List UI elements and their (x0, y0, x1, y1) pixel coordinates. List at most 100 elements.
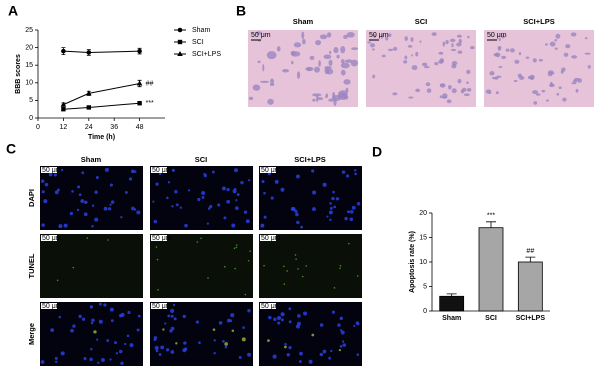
nucleus (94, 217, 99, 222)
nucleus (86, 237, 89, 239)
nucleus (345, 174, 350, 178)
nucleus (267, 339, 270, 342)
nucleus (344, 216, 348, 221)
bar (517, 261, 543, 312)
cell (317, 97, 324, 101)
y-tick-label: 10 (419, 259, 427, 266)
nucleus (353, 324, 356, 327)
scale-box (151, 303, 167, 309)
column-title: SCI+LPS (523, 17, 554, 26)
nucleus (224, 342, 228, 346)
cell (266, 51, 277, 60)
cell (445, 40, 449, 45)
nucleus (328, 356, 332, 360)
nucleus (329, 206, 333, 210)
nucleus (120, 216, 123, 219)
nucleus (129, 343, 134, 348)
nucleus (354, 172, 358, 176)
x-tick-label: SCI (485, 315, 497, 322)
nucleus (333, 287, 336, 289)
nucleus (101, 358, 105, 362)
nucleus (196, 241, 199, 243)
nucleus (90, 348, 93, 351)
cell (343, 34, 348, 39)
nucleus (83, 212, 88, 217)
nucleus (60, 168, 64, 172)
cell (387, 48, 394, 52)
error-bar (525, 256, 536, 262)
nucleus (230, 313, 235, 318)
cell (554, 38, 558, 42)
nucleus (155, 182, 159, 186)
nucleus (158, 172, 162, 176)
cell (296, 71, 301, 79)
nucleus (89, 306, 93, 309)
error-bar (446, 293, 457, 297)
nucleus (201, 195, 205, 199)
scale-label: 50 μm (487, 32, 507, 39)
cell (255, 31, 263, 35)
nucleus (167, 181, 171, 184)
scale-box (260, 235, 276, 241)
nucleus (91, 204, 95, 207)
nucleus (234, 168, 238, 173)
cell (584, 52, 591, 55)
scale-box (41, 235, 57, 241)
cell (498, 37, 501, 42)
scale-label: 50 μm (152, 167, 172, 174)
panel-label: A (8, 3, 18, 19)
nucleus (84, 200, 88, 205)
cell (276, 46, 281, 52)
cell (525, 56, 530, 59)
cell (545, 99, 550, 102)
nucleus (110, 319, 114, 323)
nucleus (341, 170, 346, 174)
nucleus (95, 175, 99, 180)
cell (466, 81, 469, 84)
nucleus (83, 357, 87, 361)
cell (325, 68, 334, 75)
nucleus (198, 341, 201, 345)
nucleus (153, 219, 158, 224)
nucleus (197, 197, 201, 202)
nucleus (311, 169, 315, 173)
nucleus (312, 190, 317, 195)
cell (555, 33, 561, 39)
nucleus (164, 322, 167, 325)
nucleus (303, 311, 308, 316)
nucleus (288, 307, 292, 311)
fluorescence-image (40, 234, 143, 298)
nucleus (162, 328, 165, 331)
cell (315, 39, 322, 46)
marker (136, 80, 143, 86)
nucleus (226, 318, 231, 323)
nucleus (104, 167, 109, 172)
nucleus (329, 202, 332, 205)
nucleus (40, 360, 45, 364)
nucleus (331, 310, 336, 314)
cell (565, 44, 571, 49)
error-bar (486, 221, 496, 228)
nucleus (244, 293, 247, 296)
cell (456, 34, 462, 38)
marker (86, 105, 91, 110)
bar (478, 227, 504, 312)
nucleus (90, 321, 94, 325)
nucleus (58, 224, 63, 229)
nucleus (81, 317, 86, 321)
cell (333, 47, 339, 54)
nucleus (98, 319, 103, 324)
cell (463, 93, 470, 97)
cell (248, 96, 254, 101)
nucleus (207, 207, 211, 210)
cell (518, 52, 522, 56)
nucleus (245, 219, 250, 224)
nucleus (353, 169, 357, 172)
nucleus (60, 351, 65, 356)
nucleus (339, 265, 342, 267)
nucleus (339, 345, 343, 348)
nucleus (233, 187, 237, 191)
nucleus (274, 179, 279, 184)
scale-label: 50 μm (261, 303, 281, 310)
column-title: SCI (195, 155, 208, 164)
